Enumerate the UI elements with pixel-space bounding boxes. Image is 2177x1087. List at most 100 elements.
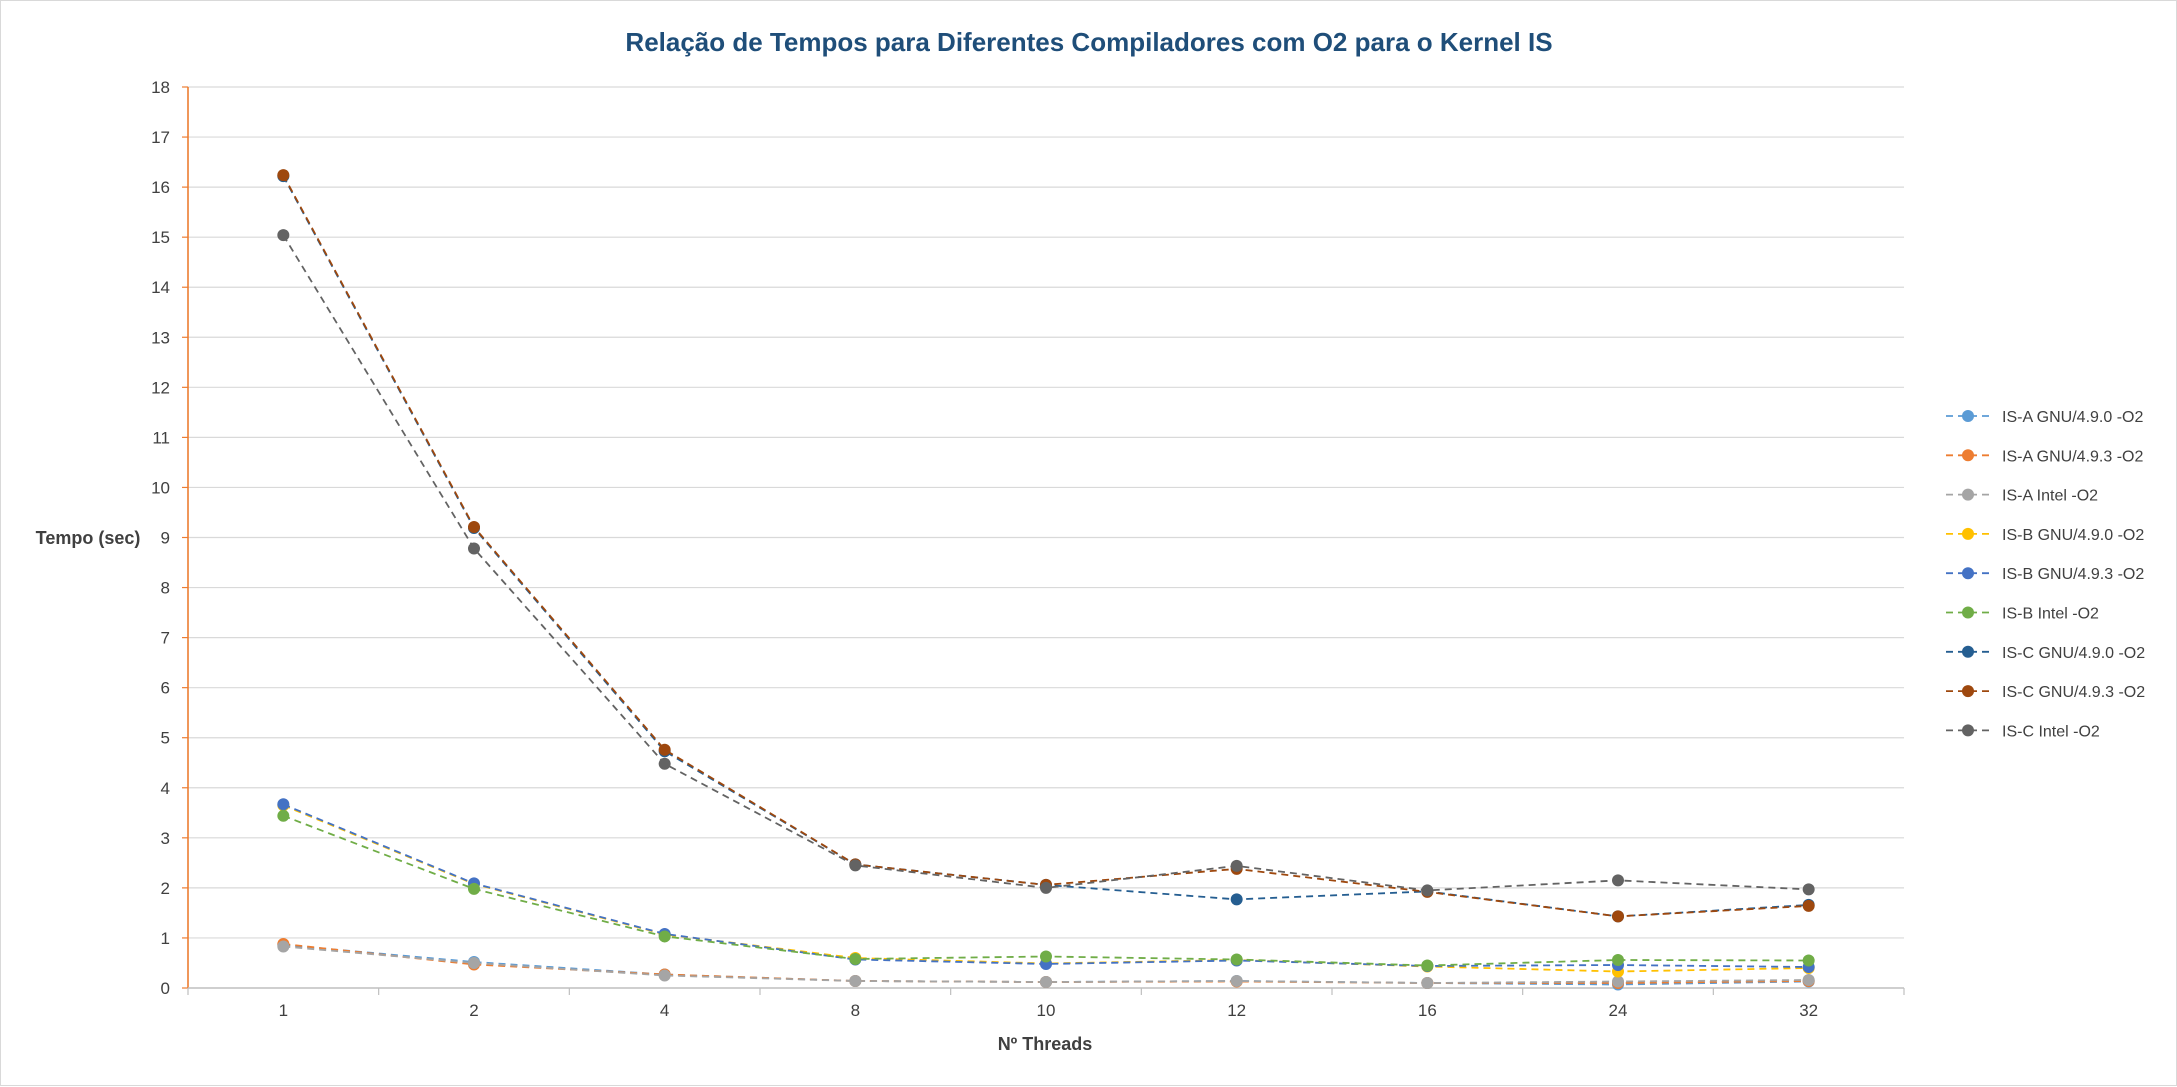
legend-label: IS-A GNU/4.9.3 -O2	[2002, 448, 2143, 465]
data-point	[1612, 910, 1624, 923]
legend-label: IS-B GNU/4.9.0 -O2	[2002, 527, 2144, 544]
data-point	[849, 974, 862, 987]
y-axis-title: Tempo (sec)	[36, 528, 141, 548]
data-point	[277, 229, 290, 242]
y-tick-label: 15	[151, 228, 170, 247]
data-point	[1802, 954, 1815, 967]
x-tick-label: 12	[1227, 1001, 1246, 1020]
y-tick-label: 14	[151, 278, 170, 297]
legend-item: IS-C GNU/4.9.0 -O2	[1946, 645, 2145, 662]
y-tick-label: 18	[151, 78, 170, 97]
data-point	[1230, 974, 1243, 987]
data-point	[1230, 859, 1243, 872]
legend-swatch-marker	[1962, 410, 1974, 422]
data-point	[1230, 953, 1243, 966]
y-tick-label: 10	[151, 478, 170, 497]
legend-item: IS-A GNU/4.9.3 -O2	[1946, 448, 2143, 465]
y-tick-label: 0	[161, 979, 170, 998]
y-tick-label: 7	[161, 629, 170, 648]
y-tick-label: 11	[152, 428, 170, 447]
y-tick-label: 12	[151, 378, 170, 397]
legend-label: IS-B Intel -O2	[2002, 606, 2099, 623]
series-7	[277, 170, 1815, 923]
legend-swatch-marker	[1962, 567, 1974, 580]
legend-swatch-marker	[1962, 449, 1974, 462]
legend-item: IS-B Intel -O2	[1946, 606, 2099, 623]
data-point	[849, 859, 862, 872]
series-line	[283, 945, 1809, 984]
series-8	[277, 169, 1815, 923]
legend-swatch-marker	[1962, 685, 1974, 698]
legend-label: IS-C Intel -O2	[2002, 723, 2100, 740]
legend-item: IS-A GNU/4.9.0 -O2	[1946, 409, 2143, 426]
y-tick-label: 1	[161, 929, 170, 948]
legend-label: IS-B GNU/4.9.3 -O2	[2002, 566, 2144, 583]
legend-label: IS-A GNU/4.9.0 -O2	[2002, 409, 2143, 426]
series-line	[283, 944, 1809, 986]
data-point	[658, 757, 671, 770]
series-3	[277, 940, 1815, 989]
data-point	[1802, 973, 1815, 986]
x-axis-title: Nº Threads	[998, 1034, 1093, 1054]
data-point	[658, 969, 671, 982]
data-point	[277, 169, 290, 182]
legend-swatch-marker	[1962, 527, 1974, 540]
data-point	[468, 520, 480, 533]
legend-item: IS-B GNU/4.9.0 -O2	[1946, 527, 2144, 544]
y-tick-label: 5	[161, 729, 170, 748]
x-tick-label: 16	[1418, 1001, 1437, 1020]
data-point	[1802, 899, 1815, 912]
y-tick-label: 8	[161, 579, 170, 598]
data-point	[277, 940, 290, 953]
data-point	[277, 798, 290, 811]
legend-label: IS-C GNU/4.9.3 -O2	[2002, 684, 2145, 701]
legend-swatch-marker	[1962, 645, 1974, 658]
data-point	[849, 952, 862, 965]
data-point	[1612, 874, 1624, 887]
series-9	[277, 229, 1815, 897]
data-point	[1802, 883, 1815, 896]
series-line	[282, 174, 1809, 918]
series-6	[277, 809, 1815, 972]
x-tick-label: 1	[279, 1001, 288, 1020]
y-tick-label: 6	[161, 679, 170, 698]
data-point	[468, 542, 480, 555]
y-tick-label: 17	[151, 128, 170, 147]
gridlines	[188, 86, 1904, 939]
data-point	[1612, 953, 1624, 966]
y-tick-label: 4	[161, 779, 170, 798]
y-tick-label: 3	[161, 829, 170, 848]
data-point	[1421, 976, 1434, 989]
series-group	[277, 169, 1815, 991]
data-point	[658, 743, 671, 756]
legend-item: IS-B GNU/4.9.3 -O2	[1946, 566, 2144, 583]
legend-label: IS-A Intel -O2	[2002, 488, 2098, 505]
y-tick-label: 9	[161, 529, 170, 548]
legend-item: IS-A Intel -O2	[1946, 488, 2098, 505]
data-point	[1040, 881, 1052, 894]
data-point	[1612, 975, 1624, 988]
x-tick-label: 8	[851, 1001, 860, 1020]
data-point	[658, 930, 671, 943]
x-tick-label: 10	[1037, 1001, 1056, 1020]
data-point	[1230, 893, 1243, 906]
data-point	[468, 882, 480, 895]
y-tick-label: 16	[151, 178, 170, 197]
data-point	[1040, 950, 1052, 963]
legend-label: IS-C GNU/4.9.0 -O2	[2002, 645, 2145, 662]
legend-swatch-marker	[1962, 606, 1974, 619]
data-point	[1421, 884, 1434, 897]
x-tick-label: 4	[660, 1001, 669, 1020]
data-point	[468, 956, 480, 969]
x-tick-label: 2	[469, 1001, 478, 1020]
legend: IS-A GNU/4.9.0 -O2 IS-A GNU/4.9.3 -O2 IS-A…	[1946, 409, 2145, 740]
legend-item: IS-C Intel -O2	[1946, 723, 2100, 740]
y-tick-label: 13	[151, 328, 170, 347]
y-tick-label: 2	[161, 879, 170, 898]
data-point	[277, 809, 290, 822]
x-tick-label: 32	[1799, 1001, 1818, 1020]
chart-title: Relação de Tempos para Diferentes Compil…	[625, 27, 1552, 57]
